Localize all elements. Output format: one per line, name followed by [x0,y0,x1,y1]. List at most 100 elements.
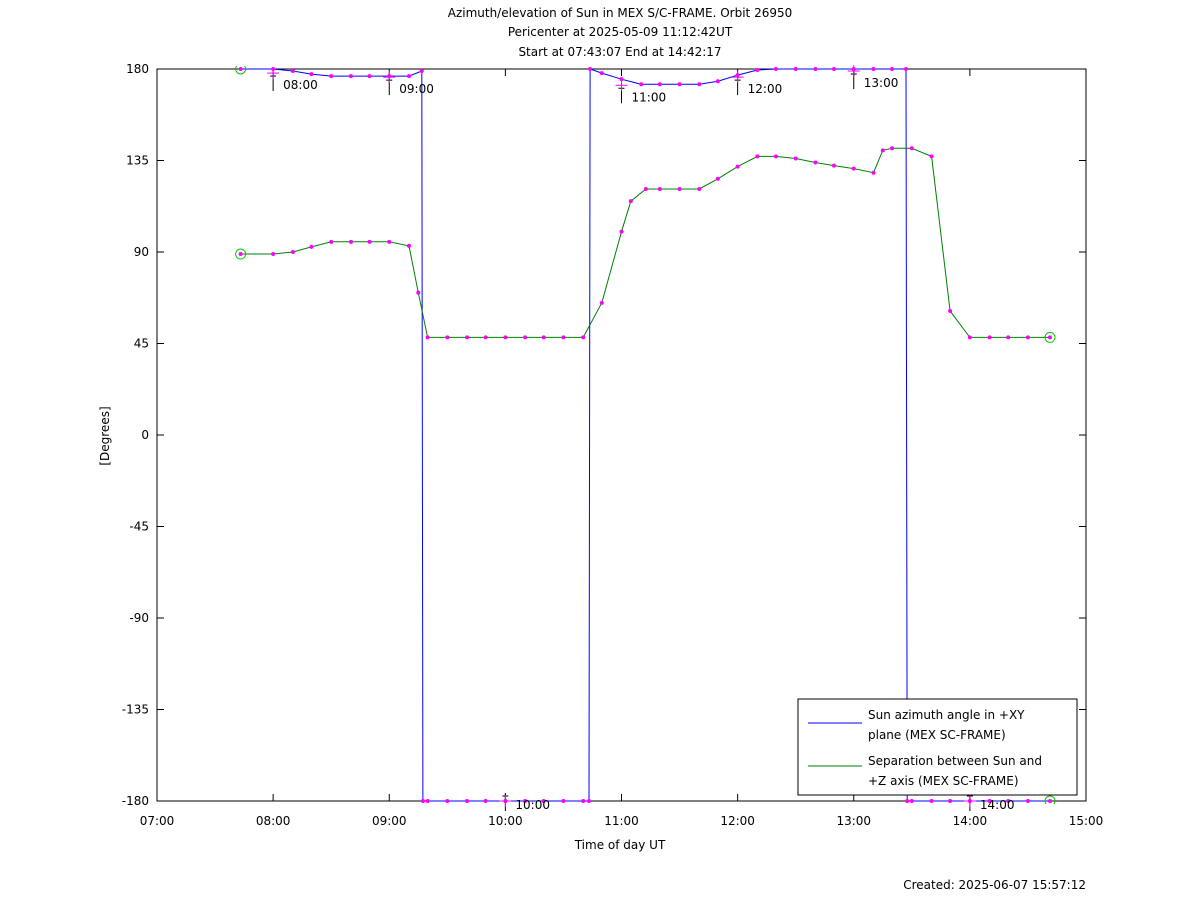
data-point [483,799,488,803]
hour-annotation-label: 08:00 [283,78,318,92]
data-point [367,74,372,79]
data-point [290,69,295,74]
data-point [445,799,450,803]
data-point [599,71,604,76]
data-point [715,79,720,84]
y-tick-label: -135 [122,703,149,717]
y-tick-label: 0 [141,428,149,442]
data-point [851,166,856,171]
data-point [445,335,450,340]
data-point [581,335,586,340]
data-point [1006,799,1011,803]
data-point [773,67,778,71]
data-point [657,82,662,87]
data-point [1048,799,1053,803]
hour-annotation-label: 09:00 [399,82,434,96]
data-point [425,335,430,340]
data-point [619,229,624,234]
data-point [599,300,604,305]
y-axis-label: [Degrees] [98,406,112,465]
x-tick-label: 14:00 [953,814,988,828]
title-line-2: Pericenter at 2025-05-09 11:12:42UT [508,25,733,39]
data-point [948,799,953,803]
data-point [420,799,425,803]
y-tick-label: -180 [122,794,149,808]
data-point [715,176,720,181]
y-tick-label: 90 [134,245,149,259]
data-point [588,67,593,71]
data-point [586,799,591,803]
data-point [987,799,992,803]
plot-area-frame [156,68,1087,802]
data-point [329,74,334,79]
data-point [290,250,295,254]
legend-label-azimuth-line2: plane (MEX SC-FRAME) [868,728,1006,742]
data-point [929,799,934,803]
data-point [948,308,953,313]
y-tick-label: 135 [126,154,149,168]
legend: Sun azimuth angle in +XY plane (MEX SC-F… [797,698,1078,796]
data-point [677,186,682,191]
data-point [1025,799,1030,803]
data-point [465,799,470,803]
data-point [561,335,566,340]
data-point [541,799,546,803]
x-tick-label: 13:00 [836,814,871,828]
data-point [697,186,702,191]
data-point [619,77,624,82]
y-tick-label: 180 [126,62,149,76]
data-point [677,82,682,87]
data-point [309,72,314,77]
data-point [483,335,488,340]
data-point [793,67,798,71]
data-point [309,244,314,249]
data-point [1025,335,1030,340]
y-axis: 180 135 90 45 0 -45 -90 -135 -180 [122,62,1086,808]
data-point [832,163,837,168]
data-point [1006,335,1011,340]
data-point [1048,335,1053,340]
data-point [755,154,760,159]
y-tick-label: -90 [129,611,149,625]
data-point [755,68,760,73]
title-line-1: Azimuth/elevation of Sun in MEX S/C-FRAM… [448,6,793,20]
data-point [813,160,818,165]
hour-annotation-label: 14:00 [980,798,1015,812]
data-point [697,82,702,87]
data-point [387,239,392,244]
y-tick-label: 45 [134,337,149,351]
series-line-0 [240,68,1050,802]
data-point [813,67,818,71]
legend-label-separation-line2: +Z axis (MEX SC-FRAME) [868,774,1019,788]
title-line-3: Start at 07:43:07 End at 14:42:17 [518,45,721,59]
data-point [561,799,566,803]
x-tick-label: 11:00 [604,814,639,828]
endpoint-marker [235,66,247,75]
data-point [348,74,353,79]
data-point [639,82,644,87]
data-point [793,156,798,161]
x-tick-label: 15:00 [1069,814,1104,828]
data-point [905,799,910,803]
data-point [329,239,334,244]
data-point [523,799,528,803]
endpoint-marker [235,248,247,260]
data-point [581,799,586,803]
data-point [871,170,876,175]
data-point [348,239,353,244]
data-point [367,239,372,244]
data-point [406,74,411,79]
data-point [987,335,992,340]
y-tick-label: -45 [129,520,149,534]
endpoint-marker [1044,795,1056,804]
data-point [503,335,508,340]
data-point [643,186,648,191]
data-point [880,148,885,153]
x-tick-label: 10:00 [488,814,523,828]
data-point [465,335,470,340]
hour-annotation-label: 12:00 [748,82,783,96]
data-point [416,290,421,295]
data-point [419,69,424,74]
data-point [735,164,740,169]
data-point [657,186,662,191]
